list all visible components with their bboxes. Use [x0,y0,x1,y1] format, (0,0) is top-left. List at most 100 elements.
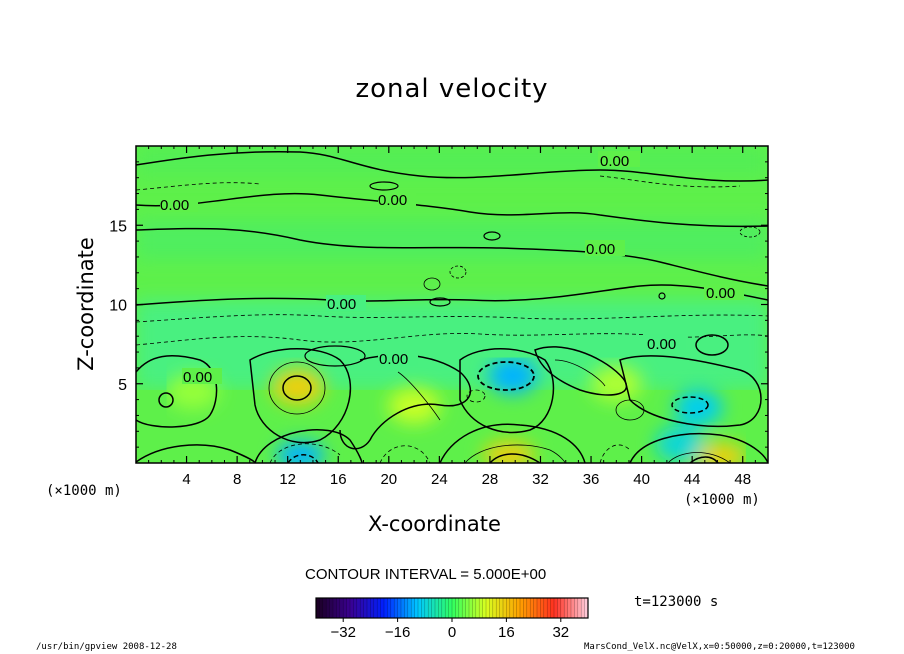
field-minimum [674,389,723,426]
contour-label-group: 0.00 0.00 0.00 0.00 0.00 0.00 0.00 0.00 … [160,151,744,386]
colorbar-tick-label: 32 [552,624,569,641]
colorbar-segment [462,598,466,618]
colorbar-segment [380,598,384,618]
colorbar-segment [486,598,490,618]
colorbar-segment [557,598,561,618]
x-axis: 4 8 12 16 20 24 28 32 36 40 44 48 [148,146,756,488]
colorbar-segment [316,598,320,618]
colorbar-segment [346,598,350,618]
colorbar-segment [526,598,531,618]
colorbar-segment [509,598,514,618]
colorbar-segment [363,598,367,618]
chart-title: zonal velocity [355,74,549,104]
colorbar-segment [520,598,524,618]
colorbar-segment [547,598,551,618]
x-tick-label: 36 [583,471,600,488]
colorbar-segment [418,598,422,618]
contour-label: 0.00 [183,369,212,386]
y-tick-label: 10 [109,298,127,315]
colorbar-segment [397,598,401,618]
colorbar-segment [333,598,337,618]
x-tick-label: 16 [330,471,347,488]
field-minimum [655,425,704,462]
colorbar-segment [513,598,517,618]
colorbar-segment [343,598,347,618]
contour-interval-text: CONTOUR INTERVAL = 5.000E+00 [305,566,547,583]
x-tick-label: 40 [633,471,650,488]
colorbar-segment [401,598,405,618]
colorbar-segment [448,598,452,618]
colorbar-segment [581,598,585,618]
colorbar-segment [445,598,449,618]
colorbar-segment [428,598,432,618]
colorbar-segment [533,598,537,618]
colorbar-segment [326,598,330,618]
colorbar-segment [452,598,456,618]
colorbar-segment [438,598,442,618]
x-tick-label: 32 [532,471,549,488]
colorbar-segment [540,598,544,618]
colorbar-segment [421,598,425,618]
colorbar-segment [503,598,507,618]
colorbar-segment [499,598,503,618]
x-tick-label: 44 [684,471,701,488]
y-axis-label: Z-coordinate [74,237,98,371]
field-minimum [488,357,537,394]
colorbar-segment [360,598,364,618]
colorbar-segment [530,598,534,618]
colorbar-segment [390,598,395,618]
x-tick-label: 28 [482,471,499,488]
contour-label: 0.00 [586,241,615,258]
colorbar-segment [469,598,473,618]
x-tick-label: 12 [279,471,296,488]
colorbar-segment [537,598,541,618]
colorbar-segment [441,598,446,618]
colorbar-segment [584,598,588,618]
footer-right: MarsCond_VelX.nc@VelX,x=0:50000,z=0:2000… [584,642,855,652]
field-minimum [276,441,325,463]
colorbar-segment [458,598,463,618]
contour-label: 0.00 [327,296,356,313]
colorbar-segment [424,598,429,618]
contour-label: 0.00 [160,197,189,214]
colorbar-segment [560,598,565,618]
colorbar-segment [435,598,439,618]
field-maximum [271,368,324,405]
colorbar-segment [384,598,388,618]
colorbar-segment [394,598,398,618]
colorbar-segment [516,598,520,618]
colorbar-segment [574,598,578,618]
colorbar-segment [322,598,327,618]
x-tick-label: 24 [431,471,448,488]
contour-label: 0.00 [379,351,408,368]
x-unit-label: (×1000 m) [46,483,122,499]
colorbar-segment [411,598,415,618]
colorbar-segment [465,598,469,618]
colorbar-segment [523,598,527,618]
colorbar-segment [577,598,582,618]
x-tick-label: 48 [734,471,751,488]
colorbar-segment [353,598,357,618]
colorbar-segment [482,598,486,618]
y-tick-label: 5 [118,377,127,394]
colorbar-segment [356,598,361,618]
colorbar-segment [431,598,435,618]
colorbar-segment [370,598,374,618]
colorbar-segment [329,598,333,618]
colorbar-segment [377,598,381,618]
colorbar-segment [496,598,500,618]
colorbar-segment [455,598,459,618]
contour-label: 0.00 [378,192,407,209]
contour-label: 0.00 [600,153,629,170]
field-maximum [590,365,643,402]
contour-label: 0.00 [647,336,676,353]
colorbar-segment [567,598,571,618]
contour-label: 0.00 [706,285,735,302]
y-tick-label: 15 [109,218,127,235]
colorbar-segment [350,598,354,618]
contour-lines [136,150,768,463]
colorbar-segment [336,598,340,618]
footer-left: /usr/bin/gpview 2008-12-28 [36,642,177,652]
x-tick-label: 8 [233,471,241,488]
